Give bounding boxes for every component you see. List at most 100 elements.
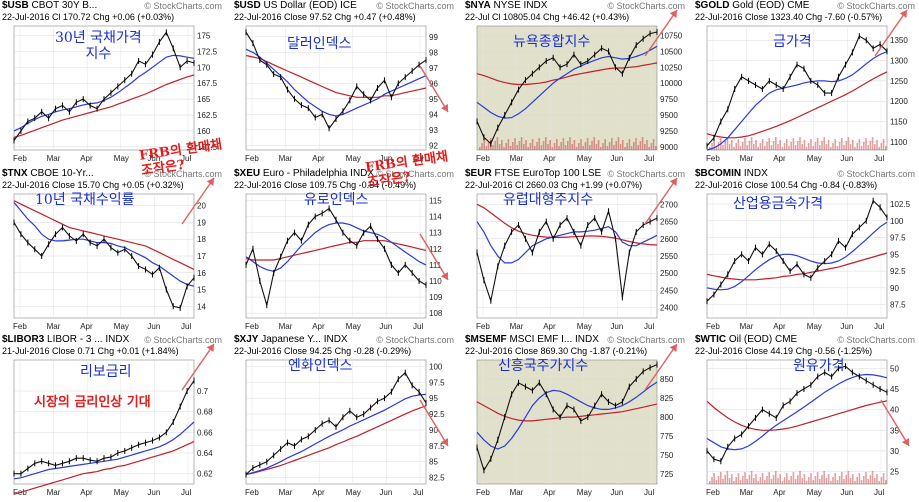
x-tick-label: Jul bbox=[874, 488, 884, 497]
volume-bar bbox=[558, 146, 560, 150]
volume-bar bbox=[569, 137, 571, 150]
trend-arrow-head bbox=[440, 438, 448, 446]
x-tick-label: May bbox=[114, 154, 129, 163]
watermark: © StockCharts.com bbox=[837, 335, 915, 345]
volume-bar bbox=[739, 480, 742, 484]
volume-bar bbox=[759, 143, 762, 150]
volume-bar bbox=[803, 140, 806, 150]
x-tick-label: May bbox=[577, 154, 592, 163]
chart-title: Oil (EOD) CME bbox=[726, 334, 798, 345]
y-tick-label: 160 bbox=[197, 127, 211, 136]
chart-title: CBOE 10-Yr... bbox=[27, 168, 94, 179]
x-tick-label: Jun bbox=[379, 488, 392, 497]
y-tick-label: 14 bbox=[197, 302, 206, 311]
y-tick-label: 172.5 bbox=[197, 47, 218, 56]
volume-bar bbox=[753, 144, 755, 150]
series-line-ma200 bbox=[13, 441, 195, 495]
volume-bar bbox=[531, 139, 534, 150]
trend-arrow-head bbox=[669, 10, 677, 18]
volume-bar bbox=[617, 137, 620, 150]
y-tick-label: 87.5 bbox=[429, 442, 445, 451]
volume-bar bbox=[549, 140, 551, 150]
chart-title: NYSE INDX bbox=[490, 0, 548, 11]
chart-symbol: $NYA bbox=[465, 0, 491, 11]
series-line-ma200 bbox=[706, 252, 888, 281]
trend-arrow bbox=[880, 399, 910, 447]
volume-bar bbox=[717, 476, 720, 484]
volume-bar bbox=[885, 146, 887, 150]
x-tick-label: Apr bbox=[543, 322, 556, 331]
volume-bar bbox=[816, 138, 819, 150]
volume-bar bbox=[715, 480, 718, 484]
chart-panel-xeu: 108 109 110 111 112 113 114 115 Feb Mar Apr May Jun J… bbox=[232, 168, 460, 334]
trend-arrow-head bbox=[440, 104, 448, 112]
volume-bar bbox=[766, 142, 768, 150]
volume-bar bbox=[843, 145, 845, 150]
y-tick-label: 112 bbox=[429, 245, 442, 254]
chart-panel-usb: 157.5 160 162.5 165 167.5 170 172.5 175 Feb Mar Ap… bbox=[0, 0, 228, 166]
series-line-ma200 bbox=[476, 401, 658, 422]
volume-bar bbox=[529, 143, 532, 150]
x-tick-label: Feb bbox=[245, 322, 259, 331]
volume-bar bbox=[865, 138, 867, 150]
volume-bar bbox=[578, 143, 580, 150]
volume-bar bbox=[865, 472, 867, 484]
y-tick-label: 100 bbox=[429, 362, 443, 371]
plot-area bbox=[13, 359, 195, 485]
volume-bar bbox=[882, 473, 885, 484]
x-tick-label: Apr bbox=[543, 154, 556, 163]
volume-bar bbox=[779, 474, 781, 484]
volume-bar bbox=[869, 141, 872, 150]
x-tick-label: Feb bbox=[476, 488, 490, 497]
y-tick-label: 0.68 bbox=[197, 408, 213, 417]
series-line-ma50 bbox=[706, 51, 888, 151]
x-tick-label: Jun bbox=[147, 154, 160, 163]
y-tick-label: 96 bbox=[429, 79, 438, 88]
series-line-ma50 bbox=[476, 221, 658, 264]
volume-bar bbox=[481, 143, 483, 150]
chart-title: MSCI EMF I... INDX bbox=[506, 334, 599, 345]
volume-bar bbox=[744, 472, 746, 484]
x-tick-label: May bbox=[577, 488, 592, 497]
volume-bar bbox=[880, 143, 883, 150]
y-tick-label: 1350 bbox=[890, 36, 908, 45]
volume-bar bbox=[619, 144, 622, 150]
x-tick-label: Jul bbox=[413, 488, 423, 497]
volume-bar bbox=[838, 142, 841, 150]
volume-bar bbox=[724, 475, 726, 484]
watermark: © StockCharts.com bbox=[376, 335, 454, 345]
y-tick-label: 108 bbox=[429, 309, 443, 318]
chart-header: $BCOMIN INDX bbox=[695, 168, 768, 180]
y-tick-label: 157.5 bbox=[197, 143, 218, 152]
volume-bar bbox=[794, 479, 797, 484]
volume-bar bbox=[764, 480, 766, 484]
volume-bar bbox=[713, 473, 715, 484]
volume-bar bbox=[856, 477, 858, 484]
chart-panel-eur: 2400 2450 2500 2550 2600 2650 2700 Feb Mar Apr May… bbox=[463, 168, 691, 334]
volume-bar bbox=[542, 141, 545, 150]
volume-bar bbox=[655, 146, 657, 150]
chart-panel-xjy: 82.5 85 87.5 90 92.5 95 97.5 100 Feb Mar Apr May Jun… bbox=[232, 334, 460, 500]
series-line-ma200 bbox=[245, 405, 427, 476]
volume-bar bbox=[816, 472, 819, 484]
chart-stats: 22-Jul-2016 Close 44.19 Chg -0.56 (-1.25… bbox=[695, 346, 873, 356]
volume-bar bbox=[483, 139, 485, 150]
chart-symbol: $GOLD bbox=[695, 0, 730, 11]
series-line-ma50 bbox=[13, 202, 195, 287]
volume-bar bbox=[512, 142, 514, 150]
volume-bar bbox=[750, 471, 753, 484]
y-tick-label: 9750 bbox=[660, 95, 678, 104]
volume-bar bbox=[622, 140, 624, 150]
x-tick-label: Mar bbox=[279, 488, 293, 497]
y-tick-label: 16 bbox=[197, 269, 206, 278]
volume-bar bbox=[652, 139, 655, 150]
y-tick-label: 10250 bbox=[660, 63, 683, 72]
volume-bar bbox=[783, 143, 786, 150]
volume-bar bbox=[540, 145, 543, 150]
volume-bar bbox=[810, 139, 812, 150]
volume-bar bbox=[867, 145, 869, 150]
series-line-ma200 bbox=[476, 62, 658, 86]
volume-bar bbox=[503, 147, 505, 150]
volume-bar bbox=[761, 473, 764, 484]
